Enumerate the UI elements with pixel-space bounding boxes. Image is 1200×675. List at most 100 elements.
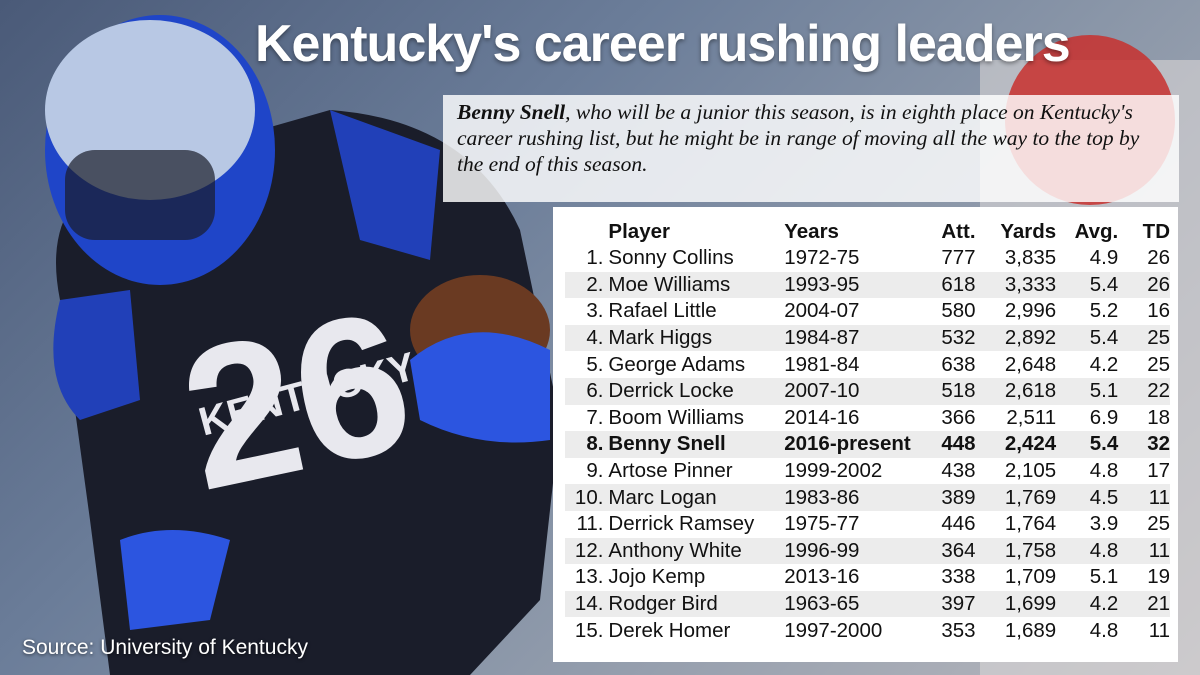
header-cell: Years <box>784 220 839 243</box>
table-cell: 580 <box>941 299 976 323</box>
table-cell: 1,709 <box>1004 565 1057 589</box>
rank-cell: 15. <box>574 618 604 642</box>
rank-cell: 6. <box>565 377 609 405</box>
table-row: 9. Artose Pinner 1999-2002 438 2,105 4.8 17 <box>565 458 1170 485</box>
table-cell: 1975-77 <box>784 512 860 536</box>
table-cell: 1981-84 <box>784 352 860 376</box>
title: Kentucky's career rushing leaders <box>255 15 1071 73</box>
table-cell: 389 <box>923 484 976 511</box>
table-cell: 364 <box>923 537 976 565</box>
table-cell: 4.5 <box>1056 484 1119 511</box>
table-body: 1. Sonny Collins 1972-75 777 3,835 4.9 26 2. Moe… <box>565 245 1170 644</box>
table-cell: 5.1 <box>1056 377 1119 405</box>
rank-cell: 12. <box>565 537 609 565</box>
rank-cell: 10. <box>565 484 609 511</box>
table-cell: 438 <box>941 459 976 483</box>
table-cell: Anthony White <box>608 537 785 565</box>
table-cell: Marc Logan <box>608 484 785 511</box>
table-cell: 1997-2000 <box>784 618 883 642</box>
table-row: 14. Rodger Bird 1963-65 397 1,699 4.2 21 <box>565 590 1170 618</box>
table-cell: 1999-2002 <box>784 459 883 483</box>
rank-cell: 5. <box>586 352 604 376</box>
table-row: 13. Jojo Kemp 2013-16 338 1,709 5.1 19 <box>565 564 1170 591</box>
rank-cell: 2. <box>565 271 609 299</box>
table-cell: 532 <box>923 324 976 352</box>
table-cell: 5.2 <box>1089 299 1119 323</box>
table-cell: 6.9 <box>1089 405 1119 429</box>
header-cell: Yards <box>1000 220 1057 243</box>
table-cell: 353 <box>941 618 976 642</box>
table-row: 6. Derrick Locke 2007-10 518 2,618 5.1 22 <box>565 377 1170 405</box>
table-row: 8. Benny Snell 2016-present 448 2,424 5.4 32 <box>565 431 1170 458</box>
table-row: 1. Sonny Collins 1972-75 777 3,835 4.9 26 <box>565 245 1170 272</box>
table-cell: 5.4 <box>1056 431 1119 458</box>
table-cell: 2016-present <box>784 431 924 458</box>
table-cell: 3.9 <box>1089 512 1119 536</box>
table-cell: 5.1 <box>1089 565 1119 589</box>
header-cell <box>565 219 608 245</box>
table-row: 15. Derek Homer 1997-2000 353 1,689 4.8 11 <box>565 617 1170 644</box>
table-cell: 22 <box>1118 377 1170 405</box>
rank-cell: 7. <box>586 405 604 429</box>
table-cell: 4.8 <box>1089 618 1119 642</box>
header-cell: Att. <box>941 220 976 243</box>
table-cell: 2,648 <box>1004 352 1057 376</box>
table-cell: 21 <box>1118 590 1170 618</box>
table-cell: 448 <box>923 431 976 458</box>
table-cell: 397 <box>923 590 976 618</box>
table-row: 2. Moe Williams 1993-95 618 3,333 5.4 26 <box>565 271 1170 299</box>
header-cell: Avg. <box>1074 220 1119 243</box>
table-cell: 1,689 <box>1004 618 1057 642</box>
table-cell: 518 <box>923 377 976 405</box>
intro-name: Benny Snell <box>457 100 566 124</box>
table-cell: 1,699 <box>975 590 1057 618</box>
table-cell: 1,764 <box>1004 512 1057 536</box>
table-cell: 618 <box>923 271 976 299</box>
table-cell: 2013-16 <box>784 565 860 589</box>
rank-cell: 13. <box>574 565 604 589</box>
table-cell: 2,105 <box>1004 459 1057 483</box>
rank-cell: 3. <box>586 299 604 323</box>
rank-cell: 4. <box>565 324 609 352</box>
table-cell: 26 <box>1118 271 1170 299</box>
table-cell: Derrick Locke <box>608 377 785 405</box>
table-cell: Sonny Collins <box>608 246 734 270</box>
table-cell: 446 <box>941 512 976 536</box>
table-cell: 25 <box>1147 352 1170 376</box>
table-cell: 1984-87 <box>784 324 924 352</box>
table-cell: Benny Snell <box>608 431 785 458</box>
table-cell: 11 <box>1118 484 1170 511</box>
table-cell: Boom Williams <box>608 405 744 429</box>
table-cell: 4.8 <box>1089 459 1119 483</box>
header-cell: TD <box>1142 220 1170 243</box>
table-cell: 4.2 <box>1056 590 1119 618</box>
table-cell: 4.2 <box>1089 352 1119 376</box>
table-row: 3. Rafael Little 2004-07 580 2,996 5.2 16 <box>565 298 1170 325</box>
intro-text: , who will be a junior this season, is i… <box>457 100 1140 176</box>
table-cell: 19 <box>1147 565 1170 589</box>
table-cell: Artose Pinner <box>608 459 733 483</box>
table-cell: 2,511 <box>1006 405 1057 429</box>
intro: Benny Snell, who will be a junior this s… <box>443 95 1179 202</box>
table-cell: 366 <box>941 405 976 429</box>
table-cell: 18 <box>1147 405 1170 429</box>
table-cell: 25 <box>1118 324 1170 352</box>
svg-text:26: 26 <box>165 268 429 532</box>
header-row: Player Years Att. Yards Avg. TD <box>565 219 1170 245</box>
table-cell: 5.4 <box>1056 271 1119 299</box>
table-row: 5. George Adams 1981-84 638 2,648 4.2 25 <box>565 351 1170 378</box>
table-cell: 1993-95 <box>784 271 924 299</box>
rank-cell: 8. <box>565 431 609 458</box>
rank-cell: 14. <box>565 590 609 618</box>
table-cell: George Adams <box>608 352 746 376</box>
table-cell: 3,835 <box>1004 246 1057 270</box>
table-cell: Moe Williams <box>608 271 785 299</box>
table-cell: Rafael Little <box>608 299 717 323</box>
table-cell: 2,892 <box>975 324 1057 352</box>
table-cell: Derrick Ramsey <box>608 512 755 536</box>
table-row: 11. Derrick Ramsey 1975-77 446 1,764 3.9 25 <box>565 511 1170 538</box>
table-cell: 1972-75 <box>784 246 860 270</box>
leaders-table: Player Years Att. Yards Avg. TD 1. Sonny Colli… <box>565 219 1170 644</box>
table-cell: 1,758 <box>975 537 1057 565</box>
